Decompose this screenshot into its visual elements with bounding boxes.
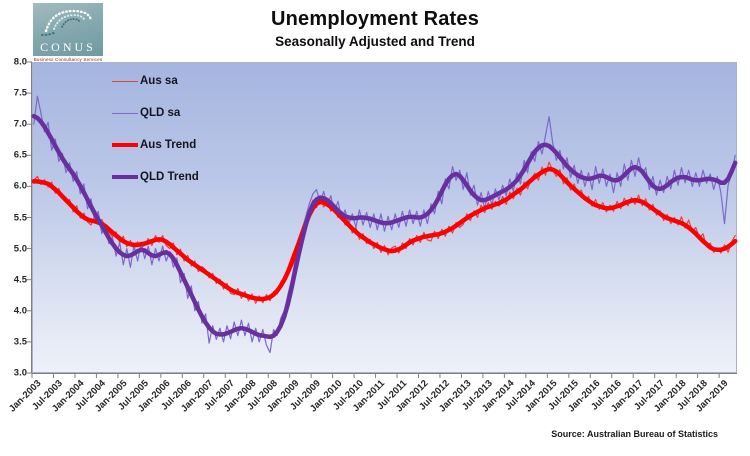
logo-tagline: Business Consultancy Services <box>33 57 103 62</box>
legend-label: QLD Trend <box>140 171 199 183</box>
legend-line-sample <box>112 112 138 114</box>
series-line-aus-trend <box>31 166 738 302</box>
chart-title: Unemployment Rates <box>270 8 480 30</box>
y-tick-label: 7.0 <box>13 118 27 130</box>
source-note: Source: Australian Bureau of Statistics <box>551 429 718 439</box>
y-tick-label: 6.5 <box>13 149 27 161</box>
legend-item-qld-sa: QLD sa <box>112 97 199 129</box>
legend-line-sample <box>112 175 138 179</box>
y-tick-label: 5.5 <box>13 212 27 223</box>
logo-swirl-icon <box>40 9 93 37</box>
y-tick-label: 3.0 <box>13 367 27 379</box>
legend-item-aus-sa: Aus sa <box>112 65 199 97</box>
y-tick-label: 7.5 <box>13 87 27 99</box>
legend-item-aus-trend: Aus Trend <box>112 129 199 161</box>
legend-label: Aus sa <box>140 75 178 87</box>
y-tick-label: 4.5 <box>13 274 27 286</box>
plot-area <box>32 62 737 373</box>
y-tick-label: 3.5 <box>13 336 27 348</box>
legend-line-sample <box>112 143 138 147</box>
y-tick-label: 4.0 <box>13 305 27 317</box>
legend: Aus sa QLD sa Aus Trend QLD Trend <box>112 65 199 193</box>
y-tick-label: 5.0 <box>13 243 27 255</box>
y-tick-label: 6.0 <box>13 180 27 192</box>
conus-logo: CONUS <box>33 3 103 56</box>
series-line-qld-trend <box>31 113 738 340</box>
legend-item-qld-trend: QLD Trend <box>112 161 199 193</box>
chart-subtitle: Seasonally Adjusted and Trend <box>275 34 475 49</box>
legend-label: QLD sa <box>140 107 181 119</box>
y-tick-label: 8.0 <box>13 56 27 68</box>
legend-label: Aus Trend <box>140 139 197 151</box>
legend-line-sample <box>112 80 138 82</box>
logo-wordmark: CONUS <box>40 40 96 54</box>
